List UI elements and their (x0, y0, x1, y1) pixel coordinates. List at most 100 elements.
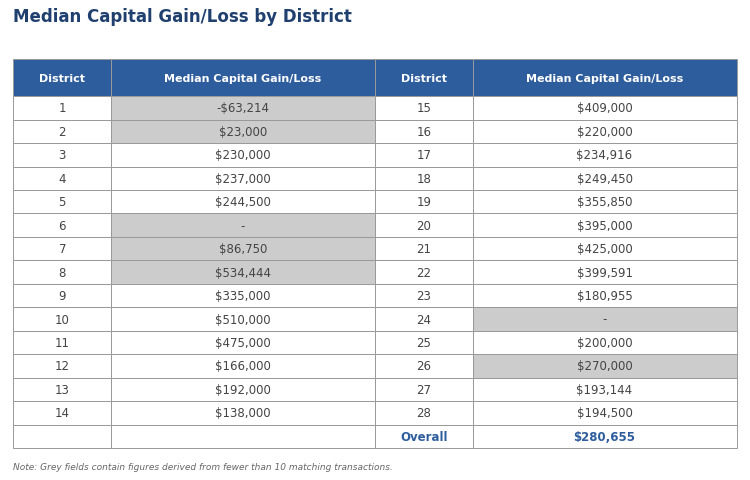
Bar (111, 238, 375, 261)
Text: 16: 16 (416, 126, 431, 139)
Text: 18: 18 (416, 172, 431, 185)
Text: 17: 17 (416, 149, 431, 162)
Text: 20: 20 (416, 219, 431, 232)
Text: $510,000: $510,000 (215, 313, 271, 326)
Bar (13, 144, 111, 167)
Text: $200,000: $200,000 (577, 336, 632, 349)
Text: 13: 13 (55, 383, 70, 396)
Bar (375, 401, 472, 425)
Text: $244,500: $244,500 (215, 196, 271, 209)
Bar (13, 261, 111, 284)
Text: $399,591: $399,591 (577, 266, 632, 279)
Bar (375, 378, 472, 401)
Text: 28: 28 (416, 407, 431, 420)
Text: $534,444: $534,444 (215, 266, 271, 279)
Bar (472, 120, 736, 144)
Bar (13, 214, 111, 238)
Text: $237,000: $237,000 (215, 172, 271, 185)
Text: 10: 10 (55, 313, 70, 326)
Text: -: - (602, 313, 607, 326)
Bar (472, 97, 736, 120)
Bar (111, 214, 375, 238)
Text: 5: 5 (58, 196, 66, 209)
Bar (375, 331, 472, 354)
Bar (13, 97, 111, 120)
Text: $249,450: $249,450 (577, 172, 632, 185)
Text: $475,000: $475,000 (215, 336, 271, 349)
Text: $230,000: $230,000 (215, 149, 271, 162)
Text: -$63,214: -$63,214 (217, 102, 269, 115)
Text: 19: 19 (416, 196, 431, 209)
Bar (375, 284, 472, 308)
Bar (13, 308, 111, 331)
Text: 4: 4 (58, 172, 66, 185)
Bar (111, 167, 375, 191)
Text: $270,000: $270,000 (577, 360, 632, 372)
Text: 8: 8 (58, 266, 66, 279)
Text: 23: 23 (416, 289, 431, 302)
Bar (375, 120, 472, 144)
Text: Median Capital Gain/Loss: Median Capital Gain/Loss (526, 73, 683, 84)
Bar (13, 191, 111, 214)
Bar (111, 261, 375, 284)
Text: Median Capital Gain/Loss: Median Capital Gain/Loss (164, 73, 322, 84)
Text: $193,144: $193,144 (577, 383, 632, 396)
Text: 24: 24 (416, 313, 431, 326)
Text: $409,000: $409,000 (577, 102, 632, 115)
Bar (13, 120, 111, 144)
Bar (111, 331, 375, 354)
Text: $86,750: $86,750 (219, 242, 267, 255)
Text: 7: 7 (58, 242, 66, 255)
Text: $166,000: $166,000 (215, 360, 271, 372)
Text: $234,916: $234,916 (577, 149, 632, 162)
Text: $220,000: $220,000 (577, 126, 632, 139)
Text: 14: 14 (55, 407, 70, 420)
Bar (375, 425, 472, 448)
Bar (472, 308, 736, 331)
Bar (13, 331, 111, 354)
Bar (375, 167, 472, 191)
Bar (375, 214, 472, 238)
Bar (375, 354, 472, 378)
Text: $194,500: $194,500 (577, 407, 632, 420)
Bar (13, 238, 111, 261)
Bar (111, 60, 375, 97)
Bar (472, 167, 736, 191)
Text: 12: 12 (55, 360, 70, 372)
Bar (375, 97, 472, 120)
Bar (111, 354, 375, 378)
Text: Median Capital Gain/Loss by District: Median Capital Gain/Loss by District (13, 9, 352, 26)
Bar (472, 191, 736, 214)
Bar (472, 238, 736, 261)
Text: 22: 22 (416, 266, 431, 279)
Text: $395,000: $395,000 (577, 219, 632, 232)
Bar (472, 354, 736, 378)
Bar (111, 425, 375, 448)
Text: Note: Grey fields contain figures derived from fewer than 10 matching transactio: Note: Grey fields contain figures derive… (13, 463, 393, 471)
Bar (375, 191, 472, 214)
Text: District: District (39, 73, 86, 84)
Bar (472, 261, 736, 284)
Bar (111, 97, 375, 120)
Bar (111, 144, 375, 167)
Text: $180,955: $180,955 (577, 289, 632, 302)
Text: 2: 2 (58, 126, 66, 139)
Bar (375, 261, 472, 284)
Bar (13, 425, 111, 448)
Bar (375, 308, 472, 331)
Bar (111, 284, 375, 308)
Text: 6: 6 (58, 219, 66, 232)
Bar (472, 331, 736, 354)
Bar (472, 60, 736, 97)
Bar (13, 167, 111, 191)
Text: 21: 21 (416, 242, 431, 255)
Text: 3: 3 (58, 149, 66, 162)
Bar (111, 378, 375, 401)
Bar (111, 191, 375, 214)
Text: 11: 11 (55, 336, 70, 349)
Bar (13, 60, 111, 97)
Text: -: - (241, 219, 245, 232)
Text: $425,000: $425,000 (577, 242, 632, 255)
Text: District: District (400, 73, 447, 84)
Bar (472, 214, 736, 238)
